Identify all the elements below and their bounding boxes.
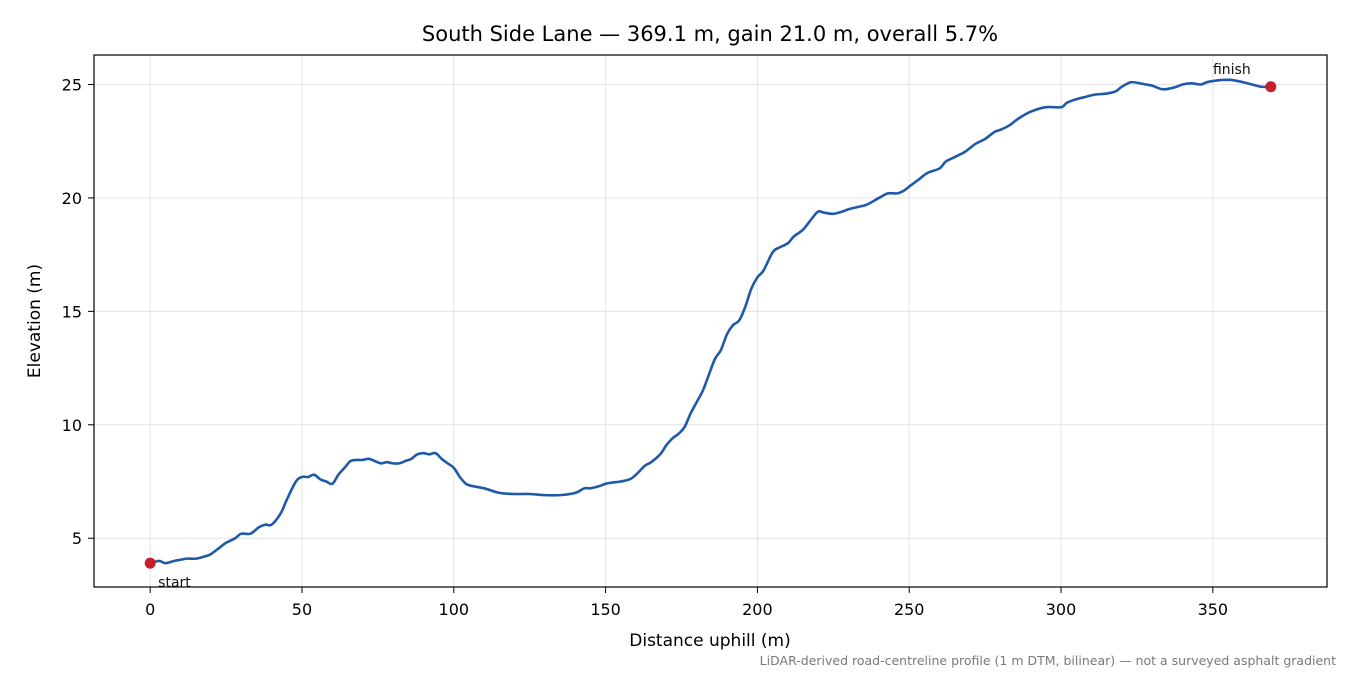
- chart-title: South Side Lane — 369.1 m, gain 21.0 m, …: [422, 22, 998, 46]
- x-tick-label: 100: [439, 600, 470, 619]
- y-tick-label: 5: [72, 529, 82, 548]
- x-tick-label: 0: [145, 600, 155, 619]
- x-tick-label: 150: [590, 600, 621, 619]
- x-tick-label: 200: [742, 600, 773, 619]
- x-tick-label: 50: [292, 600, 312, 619]
- x-tick-label: 300: [1046, 600, 1077, 619]
- plot-frame: [93, 54, 1328, 588]
- finish-marker: [1265, 81, 1277, 93]
- y-tick-label: 10: [62, 416, 82, 435]
- series-layer: [148, 78, 1273, 565]
- grid-lines: [94, 55, 1327, 587]
- start-label: start: [158, 575, 191, 591]
- x-tick-label: 250: [894, 600, 925, 619]
- y-tick-label: 15: [62, 302, 82, 321]
- finish-label: finish: [1213, 62, 1251, 78]
- y-tick-label: 20: [62, 189, 82, 208]
- y-tick-label: 25: [62, 75, 82, 94]
- footnote: LiDAR-derived road-centreline profile (1…: [760, 653, 1336, 668]
- x-axis-ticks: 0 50 100 150 200 250 300 350: [145, 587, 1228, 619]
- x-axis-label: Distance uphill (m): [629, 631, 790, 651]
- elevation-profile-line: [148, 78, 1273, 565]
- x-tick-label: 350: [1198, 600, 1229, 619]
- start-marker: [144, 557, 156, 569]
- y-axis-label: Elevation (m): [25, 264, 45, 378]
- y-axis-ticks: 5 10 15 20 25: [62, 75, 94, 548]
